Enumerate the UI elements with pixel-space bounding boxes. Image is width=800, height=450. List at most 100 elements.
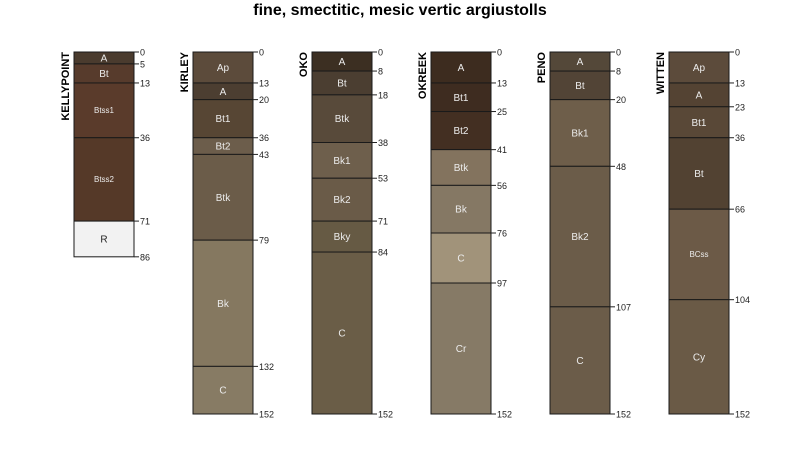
horizon-label: A <box>577 57 584 68</box>
horizon-block <box>549 99 611 167</box>
depth-label: 48 <box>616 162 626 172</box>
horizon-label: Bt <box>337 78 347 89</box>
horizon-label: A <box>339 57 346 68</box>
depth-label: 13 <box>140 78 150 88</box>
horizon-block <box>311 177 373 222</box>
horizon-label: Bk2 <box>571 232 589 243</box>
horizon-label: Bk2 <box>333 195 351 206</box>
depth-label: 13 <box>735 78 745 88</box>
depth-label: 152 <box>735 410 750 420</box>
horizon-label: Bk1 <box>571 128 589 139</box>
depth-label: 152 <box>616 410 631 420</box>
depth-label: 13 <box>259 78 269 88</box>
soil-profile: Ap A Bt1 Bt BCss Cy 0 13 23 36 66 104 152 WITTEN <box>655 48 750 420</box>
profile-name: KELLYPOINT <box>60 52 72 121</box>
horizon-block <box>668 51 730 84</box>
depth-label: 66 <box>735 205 745 215</box>
profile-name: OKREEK <box>417 52 429 99</box>
horizon-label: Bt1 <box>691 118 706 129</box>
depth-label: 0 <box>616 48 621 58</box>
horizon-label: Cr <box>456 344 467 355</box>
soil-profile: A Bt Bk1 Bk2 C 0 8 20 48 107 152 PENO <box>536 48 631 420</box>
horizon-block <box>668 137 730 210</box>
depth-label: 5 <box>140 59 145 69</box>
depth-label: 13 <box>497 78 507 88</box>
depth-label: 20 <box>259 95 269 105</box>
profile-name: OKO <box>298 52 310 78</box>
depth-label: 36 <box>259 133 269 143</box>
horizon-block <box>192 51 254 84</box>
depth-label: 25 <box>497 107 507 117</box>
horizon-block <box>430 282 492 415</box>
soil-profile: A Bt Btk Bk1 Bk2 Bky C 0 8 18 38 53 71 84 152 OKO <box>298 48 393 420</box>
depth-label: 36 <box>140 133 150 143</box>
profile-name: PENO <box>536 52 548 84</box>
horizon-label: R <box>100 234 107 245</box>
horizon-label: Bt1 <box>215 114 230 125</box>
depth-label: 56 <box>497 181 507 191</box>
horizon-label: Bt <box>694 169 704 180</box>
horizon-label: Ap <box>693 63 706 74</box>
depth-label: 36 <box>735 133 745 143</box>
horizon-label: Btk <box>216 193 231 204</box>
depth-label: 79 <box>259 236 269 246</box>
horizon-label: A <box>458 63 465 74</box>
depth-label: 132 <box>259 362 274 372</box>
horizon-block <box>192 153 254 241</box>
depth-label: 104 <box>735 295 750 305</box>
horizon-block <box>73 82 135 139</box>
depth-label: 43 <box>259 150 269 160</box>
horizon-label: C <box>219 386 226 397</box>
horizon-label: Bt1 <box>453 93 468 104</box>
depth-label: 152 <box>259 410 274 420</box>
horizon-block <box>430 184 492 234</box>
horizon-label: Btss1 <box>94 106 115 115</box>
horizon-label: Cy <box>693 352 705 363</box>
horizon-block <box>549 306 611 415</box>
horizon-block <box>192 365 254 415</box>
depth-label: 20 <box>616 95 626 105</box>
horizon-label: Btk <box>335 114 350 125</box>
depth-label: 0 <box>497 48 502 58</box>
horizon-label: C <box>576 356 583 367</box>
horizon-block <box>192 239 254 367</box>
depth-label: 0 <box>140 48 145 58</box>
horizon-label: Btss2 <box>94 175 115 184</box>
figure-title: fine, smectitic, mesic vertic argiustoll… <box>253 2 547 19</box>
depth-label: 84 <box>378 248 388 258</box>
depth-label: 53 <box>378 174 388 184</box>
depth-label: 76 <box>497 229 507 239</box>
horizon-block <box>430 51 492 84</box>
horizon-label: Ap <box>217 63 230 74</box>
horizon-label: Btk <box>454 163 469 174</box>
horizon-label: C <box>338 329 345 340</box>
horizon-label: Bt <box>575 81 585 92</box>
horizon-label: Bt2 <box>215 142 230 153</box>
depth-label: 71 <box>140 217 150 227</box>
horizon-label: Bt <box>99 69 109 80</box>
horizon-label: Bk1 <box>333 156 351 167</box>
depth-label: 86 <box>140 252 150 262</box>
depth-label: 152 <box>497 410 512 420</box>
horizon-block <box>311 251 373 415</box>
horizon-label: A <box>220 87 227 98</box>
depth-label: 107 <box>616 302 631 312</box>
horizon-label: BCss <box>689 250 708 259</box>
horizon-label: A <box>696 90 703 101</box>
horizon-block <box>73 220 135 258</box>
depth-label: 0 <box>735 48 740 58</box>
horizon-label: Bk <box>217 299 230 310</box>
horizon-label: C <box>457 254 464 265</box>
profile-name: KIRLEY <box>179 51 191 92</box>
horizon-block <box>430 149 492 186</box>
soil-profile: Ap A Bt1 Bt2 Btk Bk C 0 13 20 36 43 79 132 152 KIRLEY <box>179 48 274 420</box>
horizon-block <box>430 82 492 113</box>
depth-label: 18 <box>378 90 388 100</box>
depth-label: 8 <box>378 67 383 77</box>
depth-label: 0 <box>378 48 383 58</box>
horizon-block <box>668 299 730 415</box>
horizon-block <box>192 99 254 139</box>
depth-label: 97 <box>497 279 507 289</box>
